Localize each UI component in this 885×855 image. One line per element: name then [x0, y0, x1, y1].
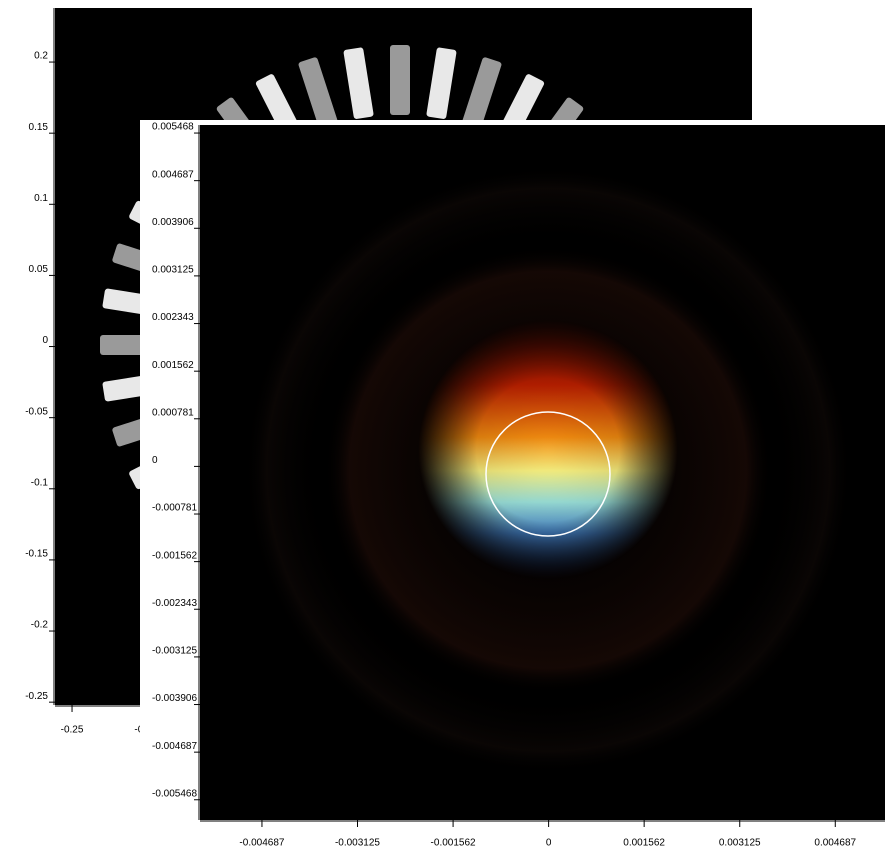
y-tick-label: 0.004687	[152, 169, 194, 180]
x-tick-label: -0.004687	[239, 838, 284, 849]
y-tick-label: -0.2	[31, 620, 49, 631]
x-axis: -0.004687 -0.003125 -0.001562 0 0.001562 0.00…	[239, 838, 856, 849]
front-panel: -0.005468-0.004687-0.003906-0.003125-0.0…	[140, 120, 885, 855]
spoke	[462, 57, 502, 129]
y-tick-label: -0.15	[25, 549, 48, 560]
y-tick-label: -0.003906	[152, 693, 197, 704]
y-tick-label: 0	[42, 335, 48, 346]
y-tick-label: -0.004687	[152, 741, 197, 752]
spoke	[343, 47, 374, 119]
y-tick-label: 0.15	[29, 122, 49, 133]
x-tick-label: 0.003125	[719, 838, 761, 849]
y-tick-label: 0.005468	[152, 122, 194, 133]
y-tick-label: -0.005468	[152, 788, 197, 799]
y-tick-label: 0.000781	[152, 407, 194, 418]
y-tick-label: 0.002343	[152, 312, 194, 323]
x-tick-label: -0.25	[61, 725, 84, 736]
y-tick-label: -0.25	[25, 691, 48, 702]
spoke	[298, 57, 338, 129]
y-tick-label: 0.001562	[152, 360, 194, 371]
y-tick-label: -0.002343	[152, 598, 197, 609]
y-tick-label: 0.003125	[152, 265, 194, 276]
y-tick-label: -0.000781	[152, 503, 197, 514]
x-tick-label: 0.004687	[814, 838, 856, 849]
y-tick-label: 0.2	[34, 51, 48, 62]
y-tick-label: 0.05	[29, 264, 49, 275]
x-tick-label: 0.001562	[623, 838, 665, 849]
y-tick-label: -0.05	[25, 406, 48, 417]
y-axis: -0.005468 -0.004687 -0.003906 -0.003125 -0.0…	[152, 122, 197, 800]
image-spot	[418, 320, 678, 580]
y-tick-label: -0.003125	[152, 646, 197, 657]
y-tick-label: 0	[152, 455, 158, 466]
airy-circle	[485, 411, 611, 537]
x-tick-label: 0	[546, 838, 552, 849]
y-axis: -0.25 -0.2 -0.15 -0.1 -0.05 0 0.05 0.1 0.15 0.2	[25, 51, 48, 702]
x-tick-label: -0.003125	[335, 838, 380, 849]
spoke	[426, 47, 457, 119]
spoke	[390, 45, 410, 115]
y-tick-label: -0.1	[31, 477, 49, 488]
y-tick-label: -0.001562	[152, 550, 197, 561]
y-tick-label: 0.003906	[152, 217, 194, 228]
x-tick-label: -0.001562	[431, 838, 476, 849]
y-tick-label: 0.1	[34, 193, 48, 204]
